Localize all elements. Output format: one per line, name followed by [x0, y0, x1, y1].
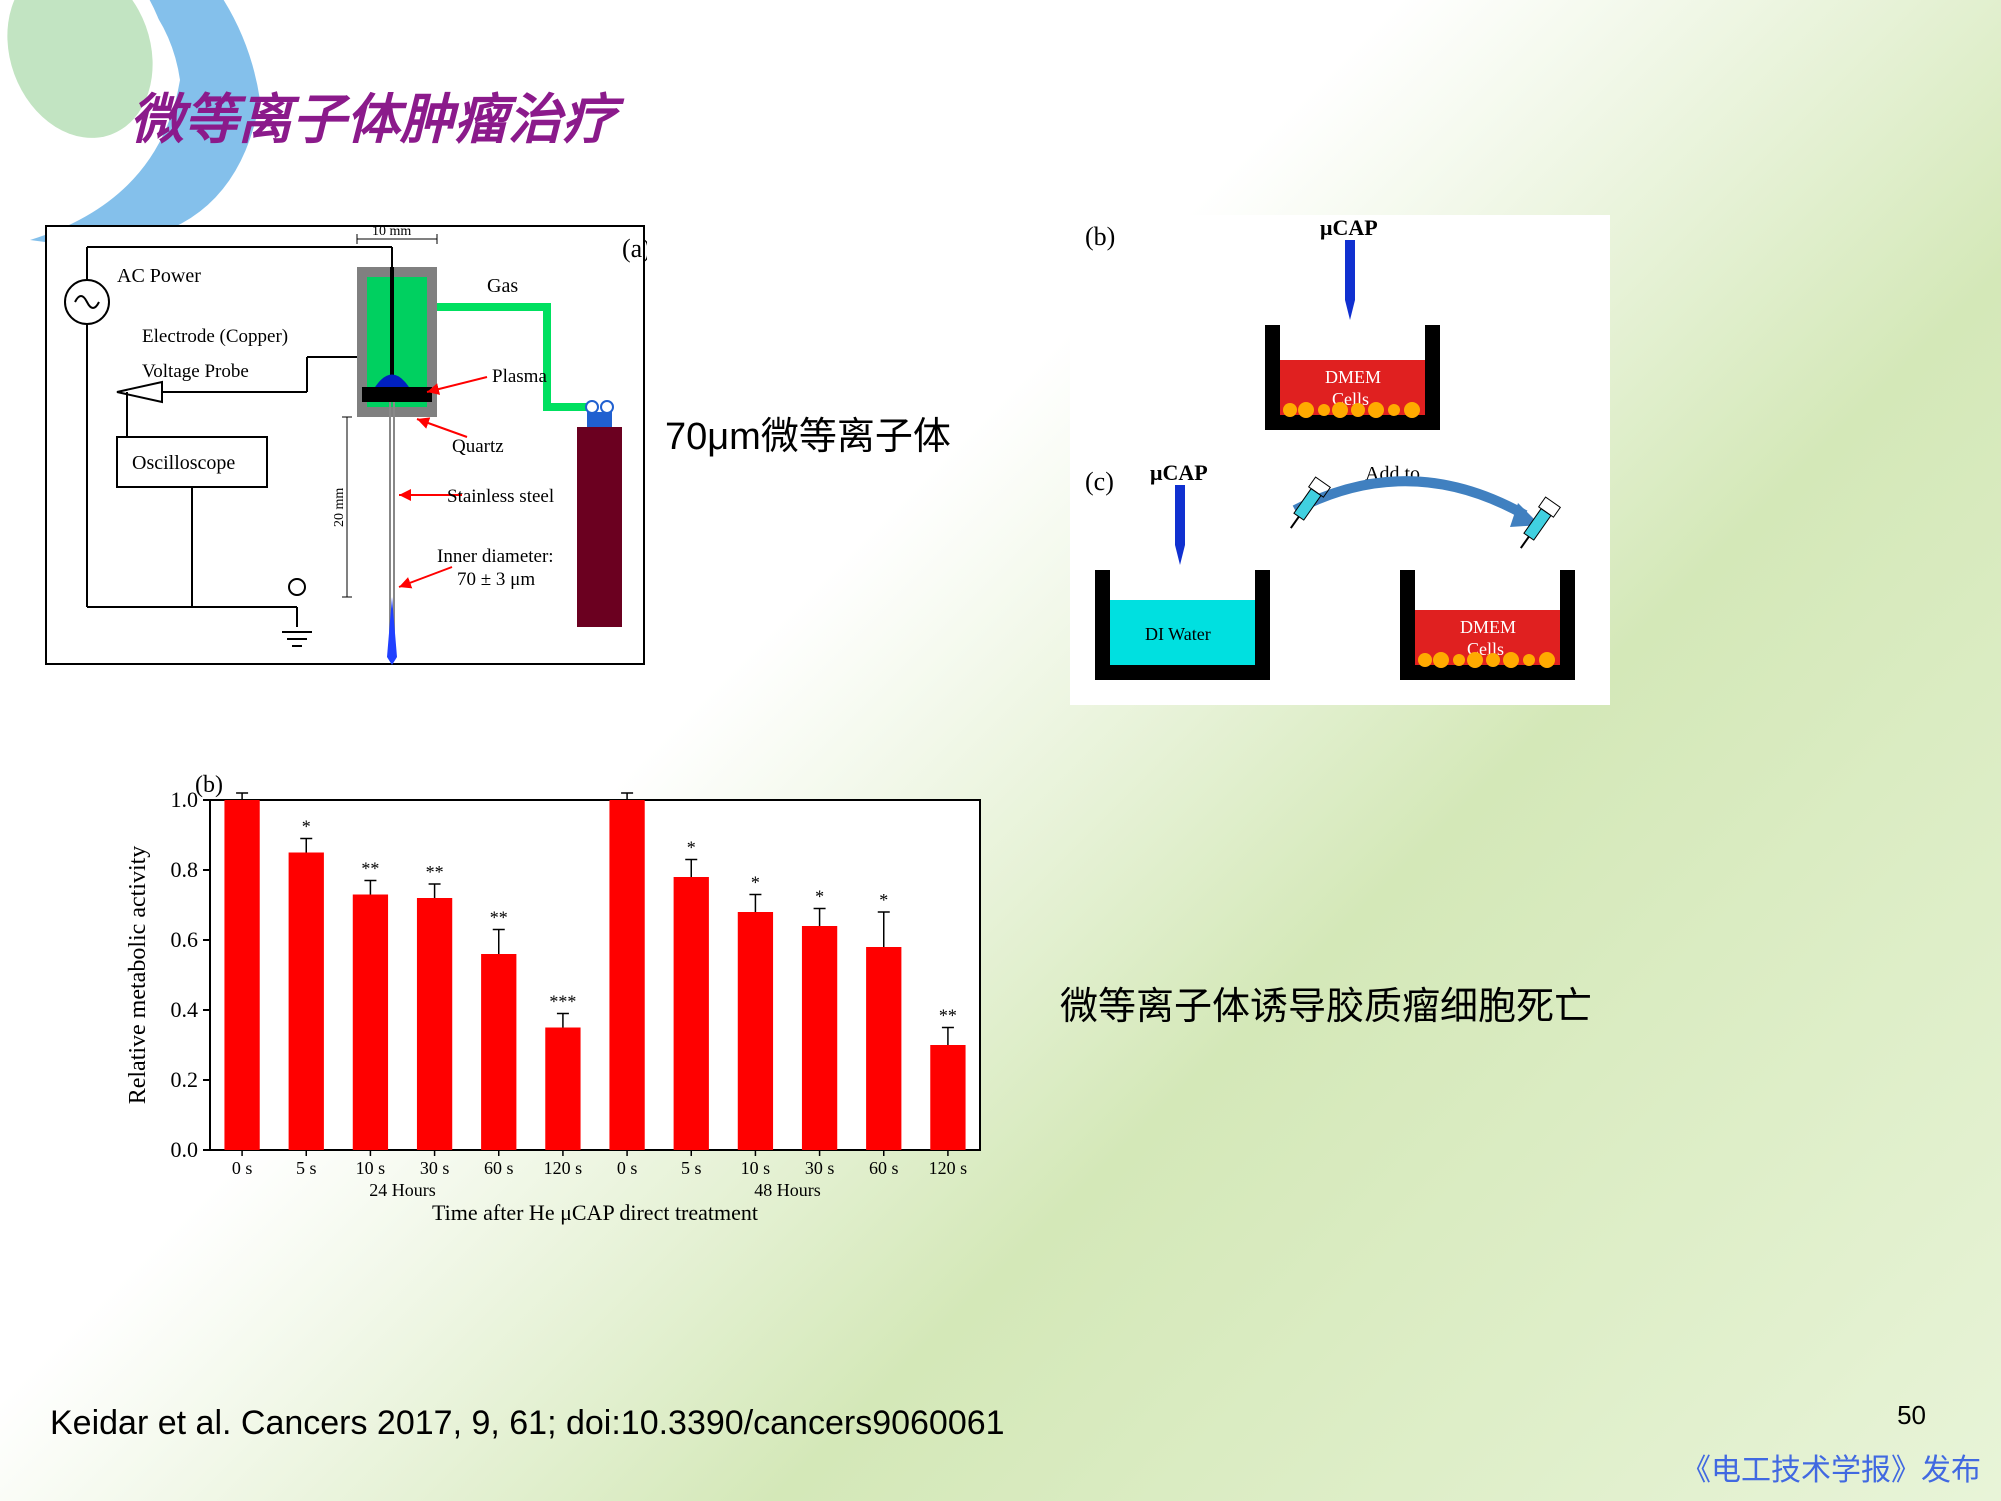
svg-text:Inner diameter:: Inner diameter:	[437, 546, 554, 567]
svg-text:Relative metabolic activity: Relative metabolic activity	[125, 846, 151, 1105]
svg-text:**: **	[939, 1006, 957, 1026]
bar-chart: (b) 0.0 0.2 0.4 0.6 0.8 1.0 Relative metabolic …	[115, 770, 995, 1245]
citation: Keidar et al. Cancers 2017, 9, 61; doi:1…	[50, 1404, 1005, 1443]
svg-text:0.6: 0.6	[171, 927, 199, 952]
publisher-note: 《电工技术学报》发布	[1681, 1445, 1981, 1489]
svg-text:DI Water: DI Water	[1145, 624, 1211, 644]
svg-text:60 s: 60 s	[484, 1158, 514, 1178]
svg-text:Time after He μCAP direct trea: Time after He μCAP direct treatment	[432, 1200, 758, 1225]
svg-text:0.2: 0.2	[171, 1067, 199, 1092]
svg-text:(c): (c)	[1085, 467, 1114, 496]
apparatus-diagram: (a) AC Power Voltage Probe Electrode (Co…	[45, 225, 645, 665]
svg-text:24 Hours: 24 Hours	[369, 1180, 436, 1200]
svg-text:70 ± 3 μm: 70 ± 3 μm	[457, 569, 535, 590]
svg-text:**: **	[361, 859, 379, 879]
label-70um: 70μm微等离子体	[665, 405, 951, 460]
page-number: 50	[1897, 1400, 1926, 1431]
svg-text:*: *	[879, 890, 888, 910]
panel-a-label: (a)	[622, 234, 647, 263]
svg-text:μCAP: μCAP	[1320, 215, 1378, 240]
svg-text:(b): (b)	[1085, 222, 1115, 251]
svg-text:AC Power: AC Power	[117, 265, 201, 287]
svg-text:60 s: 60 s	[869, 1158, 899, 1178]
svg-text:48 Hours: 48 Hours	[754, 1180, 821, 1200]
svg-text:Oscilloscope: Oscilloscope	[132, 452, 235, 474]
svg-text:DMEM: DMEM	[1325, 367, 1381, 387]
svg-text:**: **	[490, 908, 508, 928]
svg-text:DMEM: DMEM	[1460, 617, 1516, 637]
svg-text:10 mm: 10 mm	[372, 227, 411, 239]
svg-text:(b): (b)	[195, 772, 223, 798]
svg-text:Gas: Gas	[487, 275, 518, 297]
svg-text:5 s: 5 s	[681, 1158, 702, 1178]
svg-text:120 s: 120 s	[544, 1158, 583, 1178]
svg-text:*: *	[302, 817, 311, 837]
treatment-diagram: (b) μCAP DMEM Cells (c) μCAP DI Water Ad…	[1070, 215, 1610, 705]
svg-text:Voltage Probe: Voltage Probe	[142, 361, 249, 382]
svg-text:*: *	[751, 873, 760, 893]
svg-text:*: *	[815, 887, 824, 907]
svg-text:μCAP: μCAP	[1150, 460, 1208, 485]
svg-text:0.0: 0.0	[171, 1137, 199, 1162]
svg-text:0.4: 0.4	[171, 997, 199, 1022]
svg-text:**: **	[426, 862, 444, 882]
svg-text:0 s: 0 s	[232, 1158, 253, 1178]
svg-text:*: *	[687, 838, 696, 858]
svg-text:0.8: 0.8	[171, 857, 199, 882]
svg-text:***: ***	[549, 992, 576, 1012]
svg-text:Quartz: Quartz	[452, 436, 504, 457]
svg-text:30 s: 30 s	[420, 1158, 450, 1178]
svg-text:Plasma: Plasma	[492, 366, 547, 387]
slide-title: 微等离子体肿瘤治疗	[130, 75, 616, 154]
svg-text:120 s: 120 s	[929, 1158, 968, 1178]
svg-text:30 s: 30 s	[805, 1158, 835, 1178]
svg-text:20 mm: 20 mm	[332, 488, 347, 527]
svg-text:Stainless steel: Stainless steel	[447, 486, 554, 507]
svg-text:10 s: 10 s	[356, 1158, 386, 1178]
chart-caption: 微等离子体诱导胶质瘤细胞死亡	[1060, 975, 1592, 1030]
svg-text:5 s: 5 s	[296, 1158, 317, 1178]
svg-text:Electrode (Copper): Electrode (Copper)	[142, 326, 288, 347]
svg-text:0 s: 0 s	[617, 1158, 638, 1178]
svg-text:1.0: 1.0	[171, 787, 199, 812]
svg-text:10 s: 10 s	[741, 1158, 771, 1178]
